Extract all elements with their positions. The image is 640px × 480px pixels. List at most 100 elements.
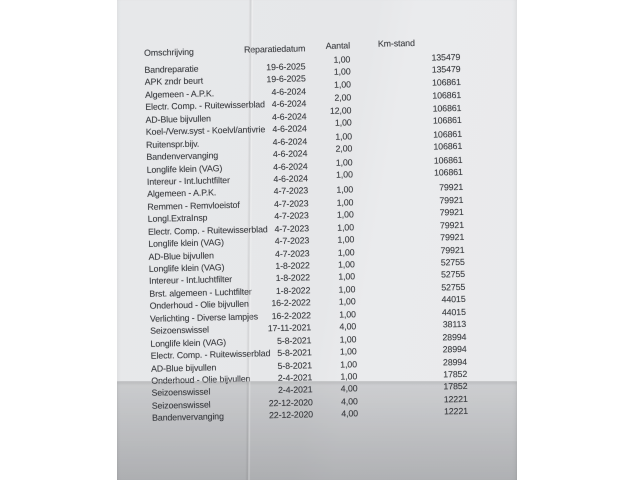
cell-omschrijving: Electr. Comp. - Ruitewisserblad <box>145 99 265 113</box>
cell-datum: 4-6-2024 <box>272 123 307 135</box>
cell-aantal: 1,00 <box>338 296 356 307</box>
cell-omschrijving: Longl.ExtraInsp <box>147 212 208 225</box>
cell-omschrijving: Electr. Comp. - Ruitewisserblad <box>147 223 268 237</box>
cell-omschrijving: Electr. Comp. - Ruitewisserblad <box>150 348 271 361</box>
cell-km: 106861 <box>433 166 463 178</box>
cell-km: 135479 <box>431 64 461 76</box>
cell-datum: 17-11-2021 <box>267 322 312 334</box>
cell-aantal: 1,00 <box>337 259 355 270</box>
cell-km: 79921 <box>439 182 464 193</box>
cell-omschrijving: Algemeen - A.P.K. <box>144 88 215 100</box>
cell-aantal: 1,00 <box>333 54 351 65</box>
cell-aantal: 1,00 <box>339 309 356 320</box>
cell-km: 44015 <box>441 306 466 318</box>
cell-omschrijving: Intereur - Int.luchtfilter <box>146 174 230 187</box>
column-header-km-stand: Km-stand <box>377 37 415 49</box>
cell-aantal: 1,00 <box>337 246 355 258</box>
cell-aantal: 1,00 <box>337 234 355 245</box>
cell-datum: 4-7-2023 <box>274 235 310 247</box>
cell-datum: 5-8-2021 <box>277 347 312 359</box>
cell-km: 52755 <box>440 256 465 268</box>
cell-omschrijving: Ruitenspr.bijv. <box>145 138 200 150</box>
cell-datum: 1-8-2022 <box>275 272 311 284</box>
cell-omschrijving: APK zndr beurt <box>144 76 204 88</box>
cell-km: 106861 <box>432 102 462 114</box>
cell-omschrijving: Verlichting - Diverse lampjes <box>149 311 259 324</box>
cell-datum: 4-6-2024 <box>273 160 308 172</box>
cell-aantal: 1,00 <box>337 222 355 233</box>
column-header-aantal: Aantal <box>325 40 351 51</box>
cell-aantal: 2,00 <box>335 143 353 154</box>
cell-datum: 4-7-2023 <box>274 247 310 259</box>
cell-datum: 1-8-2022 <box>275 260 310 272</box>
cell-km: 106861 <box>431 76 461 88</box>
cell-datum: 19-6-2025 <box>266 61 306 73</box>
cell-aantal: 1,00 <box>334 79 351 90</box>
cell-omschrijving: Bandenvervanging <box>146 150 219 162</box>
cell-aantal: 1,00 <box>339 346 357 357</box>
cell-aantal: 1,00 <box>336 197 354 208</box>
cell-datum: 16-2-2022 <box>271 297 311 309</box>
cell-omschrijving: Onderhoud - Olie bijvullen <box>149 298 249 312</box>
cell-omschrijving: Longlife klein (VAG) <box>150 336 227 349</box>
cell-datum: 5-8-2021 <box>276 334 312 346</box>
cell-km: 106861 <box>432 115 462 126</box>
cell-km: 52755 <box>441 281 466 293</box>
cell-omschrijving: AD-Blue bijvullen <box>145 113 211 125</box>
cell-datum: 19-6-2025 <box>266 73 306 85</box>
cell-km: 106861 <box>433 141 463 152</box>
cell-aantal: 2,00 <box>334 92 352 104</box>
cell-km: 38113 <box>442 319 467 330</box>
cell-datum: 1-8-2022 <box>275 285 311 296</box>
cell-km: 17852 <box>443 368 468 380</box>
cell-aantal: 1,00 <box>336 209 354 220</box>
cell-aantal: 1,00 <box>333 66 351 78</box>
cell-aantal: 4,00 <box>339 321 357 332</box>
cell-omschrijving: Intereur - Int.luchtfilter <box>148 274 233 287</box>
paper-fold-shadow <box>117 381 517 480</box>
cell-datum: 4-6-2024 <box>273 173 308 185</box>
cell-aantal: 1,00 <box>335 130 353 142</box>
cell-omschrijving: Koel-/Verw.syst - Koelvl/antivrie <box>145 124 266 138</box>
cell-aantal: 1,00 <box>335 156 353 168</box>
cell-km: 79921 <box>439 207 464 218</box>
cell-aantal: 1,00 <box>336 184 354 196</box>
cell-datum: 4-7-2023 <box>273 185 309 197</box>
cell-omschrijving: Bandreparatie <box>144 63 199 75</box>
column-header-omschrijving: Omschrijving <box>143 46 194 58</box>
cell-km: 28994 <box>442 356 468 367</box>
cell-omschrijving: Seizoenswissel <box>150 324 210 336</box>
cell-omschrijving: Longlife klein (VAG) <box>148 237 224 249</box>
cell-datum: 4-7-2023 <box>274 223 310 234</box>
cell-km: 79921 <box>440 244 465 256</box>
cell-aantal: 1,00 <box>339 333 357 345</box>
cell-datum: 4-6-2024 <box>271 98 307 110</box>
cell-km: 106861 <box>433 128 463 140</box>
cell-km: 106861 <box>433 154 463 166</box>
cell-km: 52755 <box>440 269 466 280</box>
cell-datum: 4-6-2024 <box>272 148 308 160</box>
cell-datum: 4-6-2024 <box>271 86 307 97</box>
cell-datum: 4-6-2024 <box>272 135 308 147</box>
cell-datum: 16-2-2022 <box>271 310 311 321</box>
cell-aantal: 12,00 <box>329 105 352 116</box>
cell-omschrijving: AD-Blue bijvullen <box>148 249 214 262</box>
cell-omschrijving: Remmen - Remvloeistof <box>147 199 240 212</box>
service-table-rows: Bandreparatie 19-6-2025 1,00 135479 APK zndr… <box>138 52 468 426</box>
cell-omschrijving: Longlife klein (VAG) <box>148 262 225 274</box>
cell-km: 28994 <box>442 331 467 343</box>
service-history-table: Omschrijving Reparatiedatum Aantal Km-st… <box>138 38 468 426</box>
cell-omschrijving: AD-Blue bijvullen <box>150 361 217 374</box>
cell-datum: 4-6-2024 <box>272 111 307 122</box>
cell-datum: 5-8-2021 <box>277 359 313 371</box>
cell-km: 106861 <box>432 90 462 101</box>
cell-aantal: 1,00 <box>338 284 356 295</box>
cell-datum: 4-7-2023 <box>274 210 309 222</box>
cell-datum: 4-7-2023 <box>273 198 309 209</box>
cell-omschrijving: Brst. algemeen - Luchtfilter <box>149 286 252 299</box>
cell-km: 79921 <box>440 232 465 243</box>
cell-omschrijving: Algemeen - A.P.K. <box>147 187 217 200</box>
cell-aantal: 1,00 <box>338 271 356 283</box>
cell-aantal: 1,00 <box>335 169 353 180</box>
